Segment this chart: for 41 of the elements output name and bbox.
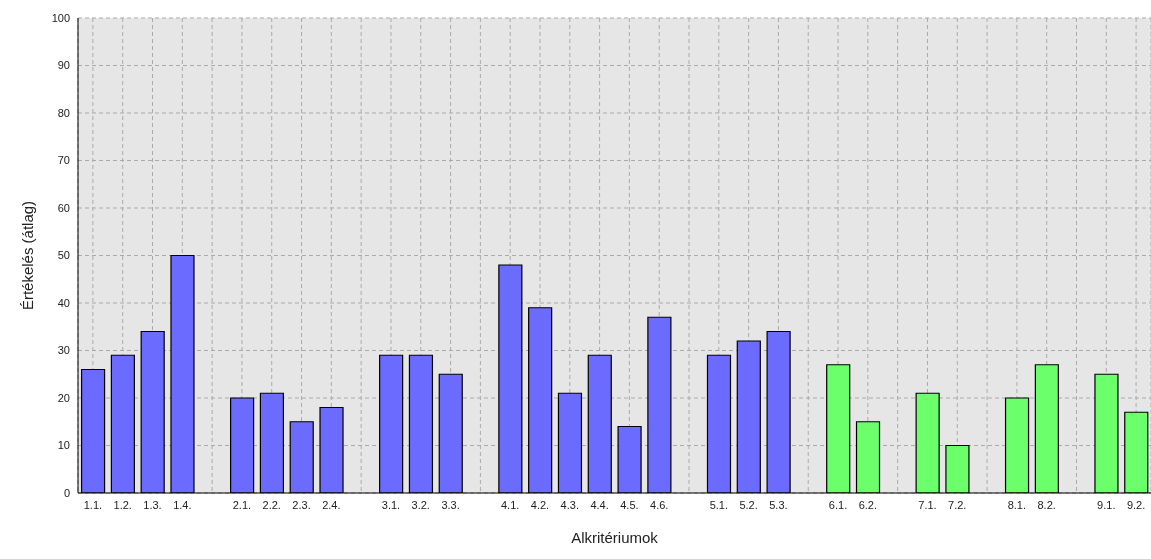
x-tick-label: 4.6.	[650, 498, 669, 511]
y-tick-label: 90	[57, 59, 70, 72]
x-tick-label: 5.1.	[709, 498, 728, 511]
x-tick-label: 1.4.	[173, 498, 192, 511]
x-tick-label: 6.1.	[828, 498, 848, 511]
y-tick-label: 40	[57, 296, 70, 309]
x-tick-label: 9.2.	[1126, 498, 1146, 511]
x-tick-label: 7.1.	[918, 498, 937, 511]
x-tick-label: 5.2.	[739, 498, 758, 511]
x-tick-label: 1.3.	[143, 498, 162, 511]
y-tick-label: 50	[57, 249, 70, 262]
x-tick-label: 3.2.	[411, 498, 430, 511]
x-tick-label: 4.3.	[560, 498, 579, 511]
x-tick-label: 2.3.	[292, 498, 311, 511]
x-tick-label: 8.2.	[1037, 498, 1056, 511]
y-tick-label: 70	[57, 154, 70, 167]
x-tick-label: 4.1.	[501, 498, 520, 511]
y-tick-label: 100	[51, 11, 70, 24]
x-tick-label: 1.2.	[113, 498, 132, 511]
x-tick-label: 2.4.	[322, 498, 341, 511]
x-tick-label: 4.5.	[620, 498, 639, 511]
x-tick-label: 9.1.	[1097, 498, 1116, 511]
x-tick-label: 6.2.	[858, 498, 878, 511]
x-tick-label: 4.4.	[590, 498, 609, 511]
x-tick-label: 2.2.	[262, 498, 281, 511]
x-axis-title: Alkritériumok	[571, 529, 659, 546]
y-tick-label: 80	[57, 106, 70, 119]
x-tick-label: 2.1.	[232, 498, 252, 511]
x-tick-label: 5.3.	[769, 498, 788, 511]
y-axis-title: Értékelés (átlag)	[19, 200, 37, 311]
x-tick-label: 1.1.	[83, 498, 103, 511]
y-tick-label: 20	[57, 391, 70, 404]
y-tick-label: 60	[57, 201, 70, 214]
x-tick-label: 8.1.	[1007, 498, 1027, 511]
y-tick-label: 10	[57, 439, 70, 452]
y-tick-label: 0	[63, 486, 70, 499]
x-tick-label: 4.2.	[530, 498, 550, 511]
x-tick-label: 3.3.	[441, 498, 460, 511]
x-tick-label: 3.1.	[381, 498, 401, 511]
y-tick-label: 30	[57, 344, 70, 357]
x-tick-label: 7.2.	[948, 498, 967, 511]
